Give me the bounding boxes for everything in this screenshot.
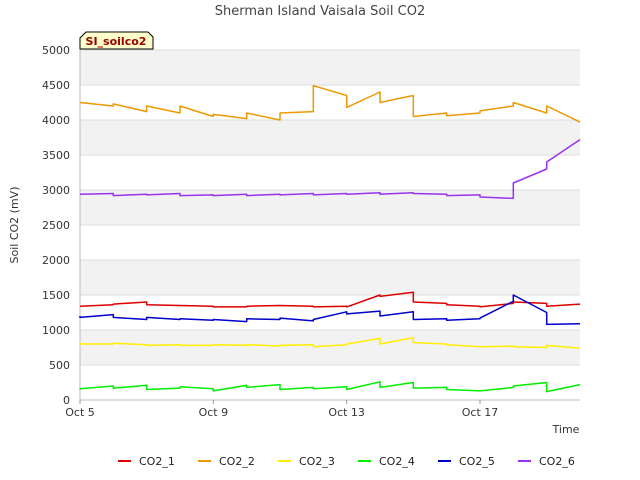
y-tick-label: 1000 [42, 324, 70, 337]
x-tick-label: Oct 17 [462, 406, 499, 419]
plot-band [80, 295, 580, 330]
site-badge: SI_soilco2 [80, 32, 153, 49]
x-tick-label: Oct 9 [199, 406, 229, 419]
plot-band [80, 330, 580, 365]
legend-label: CO2_4 [379, 455, 415, 468]
legend-label: CO2_1 [139, 455, 175, 468]
plot-band [80, 155, 580, 190]
chart-title: Sherman Island Vaisala Soil CO2 [215, 4, 425, 19]
site-badge-label: SI_soilco2 [86, 35, 147, 48]
y-axis-label: Soil CO2 (mV) [8, 187, 21, 264]
legend-label: CO2_3 [299, 455, 335, 468]
y-tick-label: 5000 [42, 44, 70, 57]
x-tick-label: Oct 13 [328, 406, 365, 419]
plot-band [80, 50, 580, 85]
plot-band [80, 260, 580, 295]
legend-label: CO2_6 [539, 455, 575, 468]
plot-band [80, 120, 580, 155]
legend-label: CO2_5 [459, 455, 495, 468]
x-axis-label: Time [552, 423, 580, 436]
chart: Sherman Island Vaisala Soil CO2 05001000… [0, 0, 640, 480]
y-tick-label: 4000 [42, 114, 70, 127]
y-tick-label: 500 [49, 359, 70, 372]
y-tick-label: 2500 [42, 219, 70, 232]
legend-label: CO2_2 [219, 455, 255, 468]
y-tick-label: 1500 [42, 289, 70, 302]
plot-area [80, 50, 580, 400]
y-tick-label: 3500 [42, 149, 70, 162]
x-tick-label: Oct 5 [65, 406, 95, 419]
plot-band [80, 225, 580, 260]
plot-band [80, 365, 580, 400]
y-tick-label: 3000 [42, 184, 70, 197]
y-tick-label: 2000 [42, 254, 70, 267]
y-tick-label: 4500 [42, 79, 70, 92]
